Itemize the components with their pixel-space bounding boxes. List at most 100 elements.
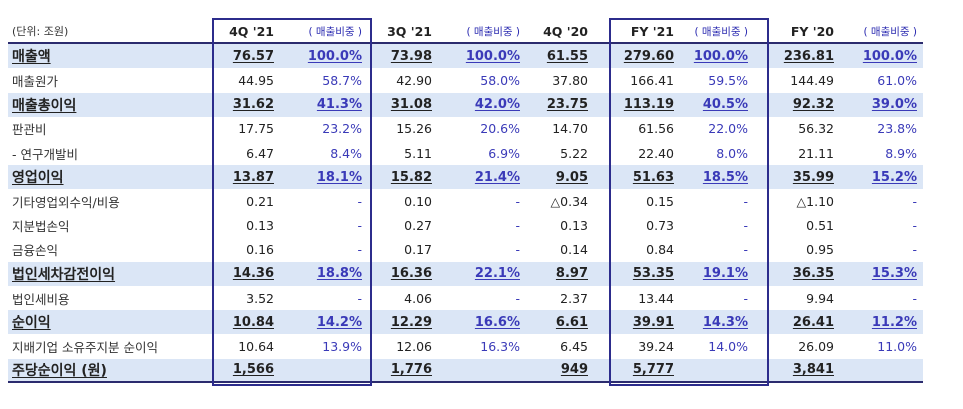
value-cell: 35.99 <box>792 169 834 185</box>
value-cell: 6.61 <box>555 314 588 330</box>
ratio-cell: - <box>357 218 362 234</box>
row-label: 매출원가 <box>12 73 59 89</box>
row-label: - 연구개발비 <box>12 146 78 162</box>
value-cell: 166.41 <box>630 72 674 88</box>
ratio-cell: 40.5% <box>702 97 748 113</box>
row-label: 판관비 <box>12 122 47 138</box>
value-cell: 39.24 <box>638 339 674 355</box>
value-cell: 3.52 <box>246 290 274 306</box>
value-cell: 0.84 <box>646 242 674 258</box>
value-cell: 17.75 <box>238 121 274 137</box>
value-cell: 0.13 <box>560 218 588 234</box>
col-header-3q21: 3Q '21 <box>387 23 432 39</box>
ratio-cell: 6.9% <box>488 145 520 161</box>
value-cell: 0.10 <box>404 193 432 209</box>
table-row: 기타영업외수익/비용 0.21 - 0.10 - △0.34 0.15 - △1.10 - <box>8 189 923 213</box>
ratio-cell: 18.5% <box>702 169 748 185</box>
ratio-cell: 18.8% <box>316 266 362 282</box>
ratio-cell: 8.4% <box>330 145 362 161</box>
row-label: 매출총이익 <box>12 97 77 114</box>
table-row: 영업이익 13.87 18.1% 15.82 21.4% 9.05 51.63 18.5% 35… <box>8 165 923 190</box>
ratio-cell: 100.0% <box>307 48 362 64</box>
ratio-cell: 22.1% <box>474 266 520 282</box>
value-cell: 0.13 <box>246 218 274 234</box>
value-cell: 14.36 <box>232 266 274 282</box>
value-cell: 5,777 <box>632 362 674 378</box>
value-cell: 0.21 <box>246 193 274 209</box>
ratio-cell: 8.0% <box>716 145 748 161</box>
value-cell: 0.14 <box>560 242 588 258</box>
table-row: 지배기업 소유주지분 순이익 10.64 13.9% 12.06 16.3% 6.45 39… <box>8 334 923 358</box>
ratio-cell: 58.7% <box>322 72 362 88</box>
col-header-fy20-ratio: ( 매출비중 ) <box>863 25 917 38</box>
ratio-cell: - <box>743 193 748 209</box>
value-cell: 5.22 <box>560 145 588 161</box>
ratio-cell: 21.4% <box>474 169 520 185</box>
value-cell: 0.27 <box>404 218 432 234</box>
value-cell: 13.44 <box>638 290 674 306</box>
row-label: 법인세비용 <box>12 291 70 307</box>
ratio-cell: - <box>357 193 362 209</box>
value-cell: 12.29 <box>390 314 432 330</box>
row-label: 주당순이익 (원) <box>12 362 107 379</box>
table-header-row: (단위: 조원) 4Q '21 ( 매출비중 ) 3Q '21 ( 매출비중 )… <box>8 20 923 45</box>
ratio-cell: 100.0% <box>862 48 917 64</box>
value-cell: 3,841 <box>792 362 834 378</box>
value-cell: 279.60 <box>623 48 674 64</box>
value-cell: 0.17 <box>404 242 432 258</box>
ratio-cell: 58.0% <box>480 72 520 88</box>
value-cell: 42.90 <box>396 72 432 88</box>
value-cell: 51.63 <box>632 169 674 185</box>
table-row: 지분법손익 0.13 - 0.27 - 0.13 0.73 - 0.51 - <box>8 214 923 238</box>
col-header-4q21: 4Q '21 <box>229 23 274 39</box>
table-row: 금융손익 0.16 - 0.17 - 0.14 0.84 - 0.95 - <box>8 238 923 262</box>
ratio-cell: 14.3% <box>702 314 748 330</box>
value-cell: △0.34 <box>550 193 588 209</box>
row-label: 영업이익 <box>12 170 64 187</box>
row-label: 기타영업외수익/비용 <box>12 194 120 210</box>
value-cell: 61.55 <box>546 48 588 64</box>
value-cell: 4.06 <box>404 290 432 306</box>
table-row: - 연구개발비 6.47 8.4% 5.11 6.9% 5.22 22.40 8.0% 21.1… <box>8 141 923 165</box>
value-cell: 53.35 <box>632 266 674 282</box>
value-cell: 26.09 <box>798 339 834 355</box>
ratio-cell: 16.6% <box>474 314 520 330</box>
row-label: 법인세차감전이익 <box>12 266 116 283</box>
ratio-cell: 100.0% <box>465 48 520 64</box>
ratio-cell: 8.9% <box>885 145 917 161</box>
value-cell: 22.40 <box>638 145 674 161</box>
ratio-cell: - <box>743 218 748 234</box>
value-cell: 0.16 <box>246 242 274 258</box>
value-cell: 949 <box>560 362 588 378</box>
ratio-cell: 19.1% <box>702 266 748 282</box>
ratio-cell: 39.0% <box>871 97 917 113</box>
row-label: 순이익 <box>12 315 51 332</box>
value-cell: 6.47 <box>246 145 274 161</box>
ratio-cell: - <box>515 193 520 209</box>
ratio-cell: - <box>912 242 917 258</box>
value-cell: 14.70 <box>552 121 588 137</box>
table-body: 매출액 76.57 100.0% 73.98 100.0% 61.55 279.60 100.… <box>8 44 923 383</box>
ratio-cell: - <box>743 242 748 258</box>
value-cell: 0.95 <box>806 242 834 258</box>
ratio-cell: 18.1% <box>316 169 362 185</box>
row-label: 매출액 <box>12 49 51 66</box>
table-row: 매출총이익 31.62 41.3% 31.08 42.0% 23.75 113.19 40.5… <box>8 92 923 117</box>
table-row: 순이익 10.84 14.2% 12.29 16.6% 6.61 39.91 14.3% 26.… <box>8 310 923 335</box>
ratio-cell: 13.9% <box>322 339 362 355</box>
value-cell: 9.05 <box>555 169 588 185</box>
ratio-cell: 23.2% <box>322 121 362 137</box>
ratio-cell: 22.0% <box>708 121 748 137</box>
ratio-cell: 61.0% <box>877 72 917 88</box>
col-header-4q21-ratio: ( 매출비중 ) <box>308 25 362 38</box>
ratio-cell: 11.2% <box>871 314 917 330</box>
value-cell: 6.45 <box>560 339 588 355</box>
value-cell: 0.51 <box>806 218 834 234</box>
value-cell: 21.11 <box>798 145 834 161</box>
value-cell: 0.15 <box>646 193 674 209</box>
value-cell: △1.10 <box>796 193 834 209</box>
value-cell: 113.19 <box>623 97 674 113</box>
value-cell: 39.91 <box>632 314 674 330</box>
ratio-cell: 100.0% <box>693 48 748 64</box>
value-cell: 56.32 <box>798 121 834 137</box>
